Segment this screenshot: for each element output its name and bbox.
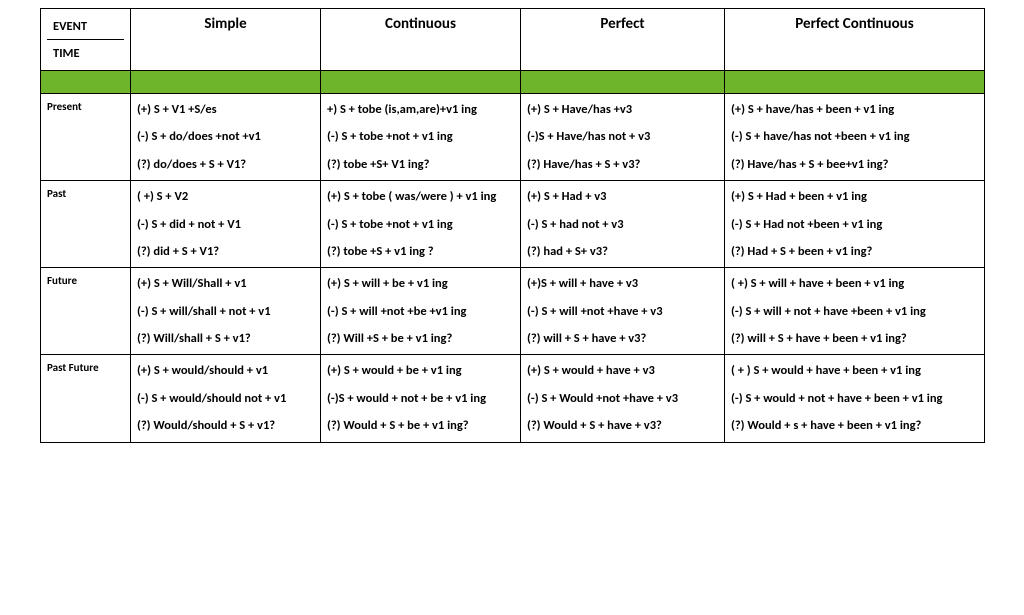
formula: (?) will + S + have + v3? bbox=[527, 329, 718, 348]
formula: (+) S + Had + been + v1 ing bbox=[731, 187, 978, 206]
formula: (-) S + will +not +have + v3 bbox=[527, 302, 718, 321]
formula: (-) S + had not + v3 bbox=[527, 215, 718, 234]
cell-present-simple: (+) S + V1 +S/es (-) S + do/does +not +v… bbox=[131, 94, 321, 181]
formula: (-) S + have/has not +been + v1 ing bbox=[731, 127, 978, 146]
formula: (?) will + S + have + been + v1 ing? bbox=[731, 329, 978, 348]
formula: (?) Have/has + S + v3? bbox=[527, 155, 718, 174]
green-cell bbox=[41, 71, 131, 94]
formula: (-) S + Had not +been + v1 ing bbox=[731, 215, 978, 234]
cell-present-perfect: (+) S + Have/has +v3 (-)S + Have/has not… bbox=[521, 94, 725, 181]
formula: (-) S + did + not + V1 bbox=[137, 215, 314, 234]
formula: (?) Would + s + have + been + v1 ing? bbox=[731, 416, 978, 435]
cell-past-future-simple: (+) S + would/should + v1 (-) S + would/… bbox=[131, 355, 321, 442]
corner-cell: EVENT TIME bbox=[41, 9, 131, 71]
formula: (-)S + Have/has not + v3 bbox=[527, 127, 718, 146]
formula: +) S + tobe (is,am,are)+v1 ing bbox=[327, 100, 514, 119]
page: EVENT TIME Simple Continuous Perfect Per… bbox=[0, 0, 1024, 451]
formula: (+) S + have/has + been + v1 ing bbox=[731, 100, 978, 119]
cell-past-perfect: (+) S + Had + v3 (-) S + had not + v3 (?… bbox=[521, 181, 725, 268]
cell-future-continuous: (+) S + will + be + v1 ing (-) S + will … bbox=[321, 268, 521, 355]
formula: (?) had + S+ v3? bbox=[527, 242, 718, 261]
formula: (+) S + Had + v3 bbox=[527, 187, 718, 206]
formula: (-) S + do/does +not +v1 bbox=[137, 127, 314, 146]
table-row: Future (+) S + Will/Shall + v1 (-) S + w… bbox=[41, 268, 985, 355]
green-cell bbox=[725, 71, 985, 94]
cell-past-future-perfect-continuous: ( + ) S + would + have + been + v1 ing (… bbox=[725, 355, 985, 442]
cell-present-continuous: +) S + tobe (is,am,are)+v1 ing (-) S + t… bbox=[321, 94, 521, 181]
cell-past-continuous: (+) S + tobe ( was/were ) + v1 ing (-) S… bbox=[321, 181, 521, 268]
formula: (-) S + would/should not + v1 bbox=[137, 389, 314, 408]
col-header-perfect-continuous: Perfect Continuous bbox=[725, 9, 985, 71]
cell-future-perfect: (+)S + will + have + v3 (-) S + will +no… bbox=[521, 268, 725, 355]
formula: ( +) S + V2 bbox=[137, 187, 314, 206]
formula: (+) S + tobe ( was/were ) + v1 ing bbox=[327, 187, 514, 206]
green-cell bbox=[521, 71, 725, 94]
cell-past-simple: ( +) S + V2 (-) S + did + not + V1 (?) d… bbox=[131, 181, 321, 268]
col-header-simple: Simple bbox=[131, 9, 321, 71]
formula: (-) S + Would +not +have + v3 bbox=[527, 389, 718, 408]
formula: (?) tobe +S + v1 ing ? bbox=[327, 242, 514, 261]
row-label-past-future: Past Future bbox=[41, 355, 131, 442]
table-row: Past ( +) S + V2 (-) S + did + not + V1 … bbox=[41, 181, 985, 268]
formula: (+) S + will + be + v1 ing bbox=[327, 274, 514, 293]
cell-future-perfect-continuous: ( +) S + will + have + been + v1 ing (-)… bbox=[725, 268, 985, 355]
cell-past-future-perfect: (+) S + would + have + v3 (-) S + Would … bbox=[521, 355, 725, 442]
formula: (+) S + Have/has +v3 bbox=[527, 100, 718, 119]
cell-past-future-continuous: (+) S + would + be + v1 ing (-)S + would… bbox=[321, 355, 521, 442]
formula: (?) Would + S + have + v3? bbox=[527, 416, 718, 435]
formula: (?) Will +S + be + v1 ing? bbox=[327, 329, 514, 348]
green-cell bbox=[321, 71, 521, 94]
formula: ( + ) S + would + have + been + v1 ing bbox=[731, 361, 978, 380]
formula: (-) S + will/shall + not + v1 bbox=[137, 302, 314, 321]
formula: (?) Would/should + S + v1? bbox=[137, 416, 314, 435]
corner-time-label: TIME bbox=[47, 40, 124, 66]
formula: (+) S + would/should + v1 bbox=[137, 361, 314, 380]
formula: ( +) S + will + have + been + v1 ing bbox=[731, 274, 978, 293]
row-label-past: Past bbox=[41, 181, 131, 268]
green-cell bbox=[131, 71, 321, 94]
formula: (-) S + tobe +not + v1 ing bbox=[327, 215, 514, 234]
tense-table: EVENT TIME Simple Continuous Perfect Per… bbox=[40, 8, 985, 443]
formula: (-)S + would + not + be + v1 ing bbox=[327, 389, 514, 408]
formula: (+) S + would + have + v3 bbox=[527, 361, 718, 380]
col-header-continuous: Continuous bbox=[321, 9, 521, 71]
cell-present-perfect-continuous: (+) S + have/has + been + v1 ing (-) S +… bbox=[725, 94, 985, 181]
formula: (-) S + will +not +be +v1 ing bbox=[327, 302, 514, 321]
formula: (?) did + S + V1? bbox=[137, 242, 314, 261]
table-header-row: EVENT TIME Simple Continuous Perfect Per… bbox=[41, 9, 985, 71]
table-row: Past Future (+) S + would/should + v1 (-… bbox=[41, 355, 985, 442]
formula: (+) S + Will/Shall + v1 bbox=[137, 274, 314, 293]
formula: (?) Had + S + been + v1 ing? bbox=[731, 242, 978, 261]
formula: (?) Would + S + be + v1 ing? bbox=[327, 416, 514, 435]
table-row: Present (+) S + V1 +S/es (-) S + do/does… bbox=[41, 94, 985, 181]
formula: (?) tobe +S+ V1 ing? bbox=[327, 155, 514, 174]
row-label-future: Future bbox=[41, 268, 131, 355]
formula: (-) S + tobe +not + v1 ing bbox=[327, 127, 514, 146]
cell-past-perfect-continuous: (+) S + Had + been + v1 ing (-) S + Had … bbox=[725, 181, 985, 268]
col-header-perfect: Perfect bbox=[521, 9, 725, 71]
row-label-present: Present bbox=[41, 94, 131, 181]
corner-event-label: EVENT bbox=[47, 13, 124, 40]
cell-future-simple: (+) S + Will/Shall + v1 (-) S + will/sha… bbox=[131, 268, 321, 355]
formula: (+) S + would + be + v1 ing bbox=[327, 361, 514, 380]
formula: (?) Have/has + S + bee+v1 ing? bbox=[731, 155, 978, 174]
formula: (?) Will/shall + S + v1? bbox=[137, 329, 314, 348]
green-separator-row bbox=[41, 71, 985, 94]
formula: (-) S + would + not + have + been + v1 i… bbox=[731, 389, 978, 408]
formula: (-) S + will + not + have +been + v1 ing bbox=[731, 302, 978, 321]
formula: (+)S + will + have + v3 bbox=[527, 274, 718, 293]
formula: (+) S + V1 +S/es bbox=[137, 100, 314, 119]
formula: (?) do/does + S + V1? bbox=[137, 155, 314, 174]
